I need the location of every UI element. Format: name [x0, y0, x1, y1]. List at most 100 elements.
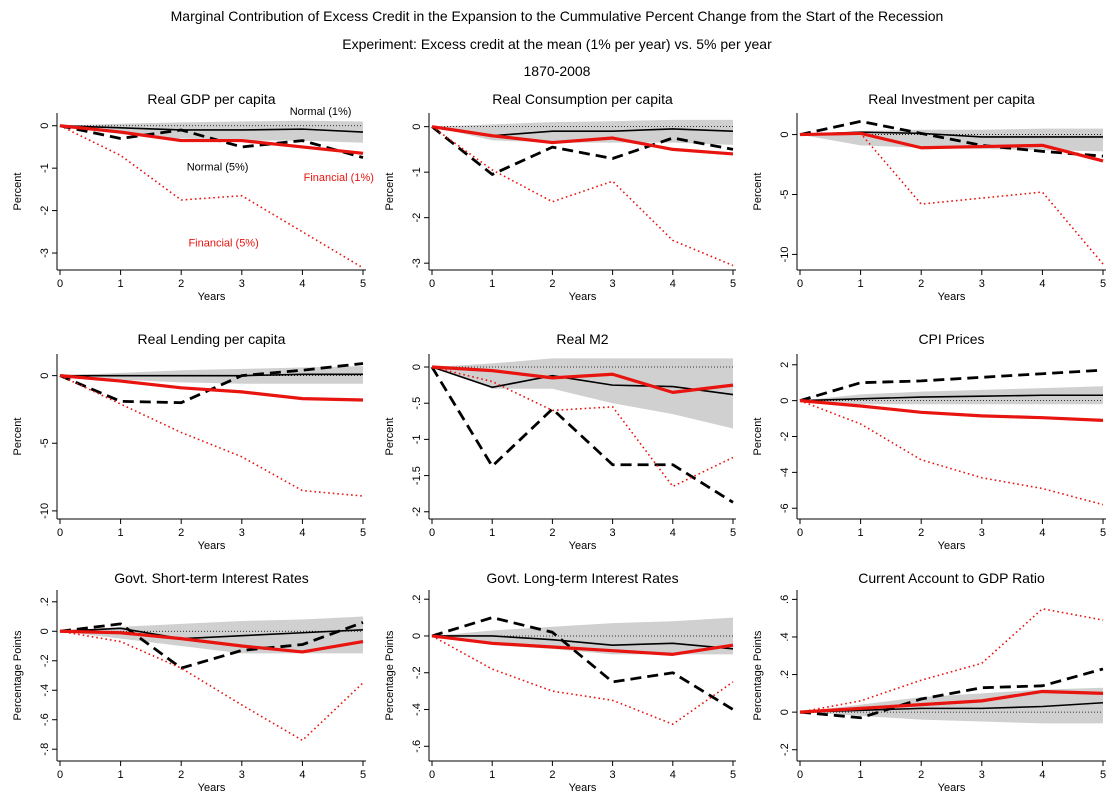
x-tick-label: 0	[57, 527, 63, 539]
x-axis-label: Years	[198, 291, 226, 303]
x-tick-label: 0	[57, 769, 63, 781]
series-line-normal-5	[799, 119, 1104, 158]
series-annotation: Financial (5%)	[188, 238, 258, 250]
series-line-financial-5	[431, 366, 734, 488]
series-line-normal-1	[432, 635, 734, 650]
series-line-normal-5	[430, 366, 734, 504]
y-tick-label: .2	[411, 595, 423, 604]
y-axis-label: Percentage Points	[384, 630, 396, 720]
x-tick-label: 3	[979, 278, 985, 290]
y-tick-label: 0	[39, 628, 51, 634]
y-tick-label: -.5	[411, 397, 423, 410]
x-tick-label: 2	[178, 278, 184, 290]
x-tick-label: 1	[858, 769, 864, 781]
x-tick-label: 1	[858, 527, 864, 539]
series-line-normal-5	[799, 368, 1104, 402]
y-tick-label: -.2	[411, 666, 423, 679]
series-annotation: Normal (1%)	[290, 106, 352, 118]
panel-title: Govt. Short-term Interest Rates	[114, 570, 309, 586]
series-line-normal-1	[59, 627, 364, 640]
chart-panel-8: Govt. Long-term Interest Rates 0 1 2 3 4 5 Year…	[384, 570, 736, 794]
chart-panel-4: Real Lending per capita 0 1 2 3 4 5 Years 0 -5 -10…	[12, 331, 366, 552]
series-line-normal-1	[60, 373, 363, 377]
panel-title: Govt. Long-term Interest Rates	[486, 570, 678, 586]
series-line-normal-5	[59, 124, 364, 159]
x-axis-label: Years	[569, 540, 597, 552]
panel-title: Real Investment per capita	[868, 91, 1035, 107]
x-tick-label: 3	[610, 527, 616, 539]
x-tick-label: 5	[360, 527, 366, 539]
y-tick-label: .6	[779, 595, 791, 604]
y-tick-label: -2	[411, 213, 423, 223]
x-tick-label: 3	[610, 278, 616, 290]
x-tick-label: 5	[730, 278, 736, 290]
x-tick-label: 1	[118, 278, 124, 290]
x-tick-label: 0	[429, 527, 435, 539]
x-tick-label: 1	[489, 769, 495, 781]
x-tick-label: 3	[239, 278, 245, 290]
y-axis-label: Percent	[384, 173, 396, 211]
series-annotation: Normal (5%)	[187, 161, 249, 173]
y-axis-label: Percent	[752, 173, 764, 211]
x-tick-label: 5	[1100, 527, 1106, 539]
y-tick-label: .2	[39, 597, 51, 606]
series-line-financial-1	[431, 365, 734, 394]
y-tick-label: 0	[779, 709, 791, 715]
x-tick-label: 5	[360, 769, 366, 781]
series-line-normal-5	[431, 616, 734, 711]
y-tick-label: -.4	[411, 703, 423, 716]
x-tick-label: 3	[979, 527, 985, 539]
y-axis-label: Percentage Points	[752, 630, 764, 720]
x-tick-label: 1	[118, 769, 124, 781]
chart-panel-7: Govt. Short-term Interest Rates 0 1 2 3 4 5 Yea…	[12, 570, 366, 794]
y-tick-label: -2	[411, 507, 423, 517]
x-tick-label: 5	[730, 769, 736, 781]
chart-panel-3: Real Investment per capita 0 1 2 3 4 5 Years 0 -5…	[752, 91, 1106, 303]
series-line-financial-1	[59, 374, 364, 402]
y-tick-label: -.2	[779, 743, 791, 756]
series-line-normal-5	[799, 667, 1104, 720]
y-tick-label: -5	[779, 190, 791, 200]
x-tick-label: 0	[429, 278, 435, 290]
y-tick-label: -1	[39, 163, 51, 173]
y-tick-label: 0	[779, 398, 791, 404]
y-tick-label: -1	[411, 167, 423, 177]
x-tick-label: 1	[118, 527, 124, 539]
y-axis-label: Percent	[12, 418, 24, 456]
panel-title: CPI Prices	[918, 331, 984, 347]
y-tick-label: 0	[39, 373, 51, 379]
x-tick-label: 1	[858, 278, 864, 290]
x-tick-label: 4	[299, 769, 305, 781]
y-tick-label: 0	[39, 123, 51, 129]
y-tick-label: -3	[39, 248, 51, 258]
y-axis-label: Percent	[384, 418, 396, 456]
series-line-financial-5	[799, 132, 1104, 265]
y-tick-label: -.6	[39, 713, 51, 726]
series-line-financial-1	[799, 399, 1104, 422]
x-tick-label: 0	[429, 769, 435, 781]
y-tick-label: -.6	[411, 740, 423, 753]
x-axis-label: Years	[569, 782, 597, 794]
series-line-normal-1	[59, 124, 364, 133]
series-line-financial-1	[59, 629, 364, 654]
x-tick-label: 4	[299, 278, 305, 290]
y-tick-label: -10	[39, 503, 51, 519]
y-tick-label: -1	[411, 435, 423, 445]
series-line-normal-1	[431, 366, 734, 396]
series-line-financial-1	[799, 131, 1104, 163]
series-line-financial-5	[59, 374, 364, 497]
y-tick-label: -10	[779, 246, 791, 262]
x-tick-label: 2	[918, 278, 924, 290]
x-tick-label: 5	[360, 278, 366, 290]
confidence-band	[60, 616, 363, 654]
series-line-financial-5	[799, 607, 1104, 713]
y-tick-label: .2	[779, 670, 791, 679]
x-tick-label: 5	[1100, 769, 1106, 781]
x-tick-label: 3	[979, 769, 985, 781]
x-axis-label: Years	[938, 540, 966, 552]
x-tick-label: 5	[1100, 278, 1106, 290]
y-axis-label: Percent	[752, 418, 764, 456]
y-tick-label: -5	[39, 438, 51, 448]
